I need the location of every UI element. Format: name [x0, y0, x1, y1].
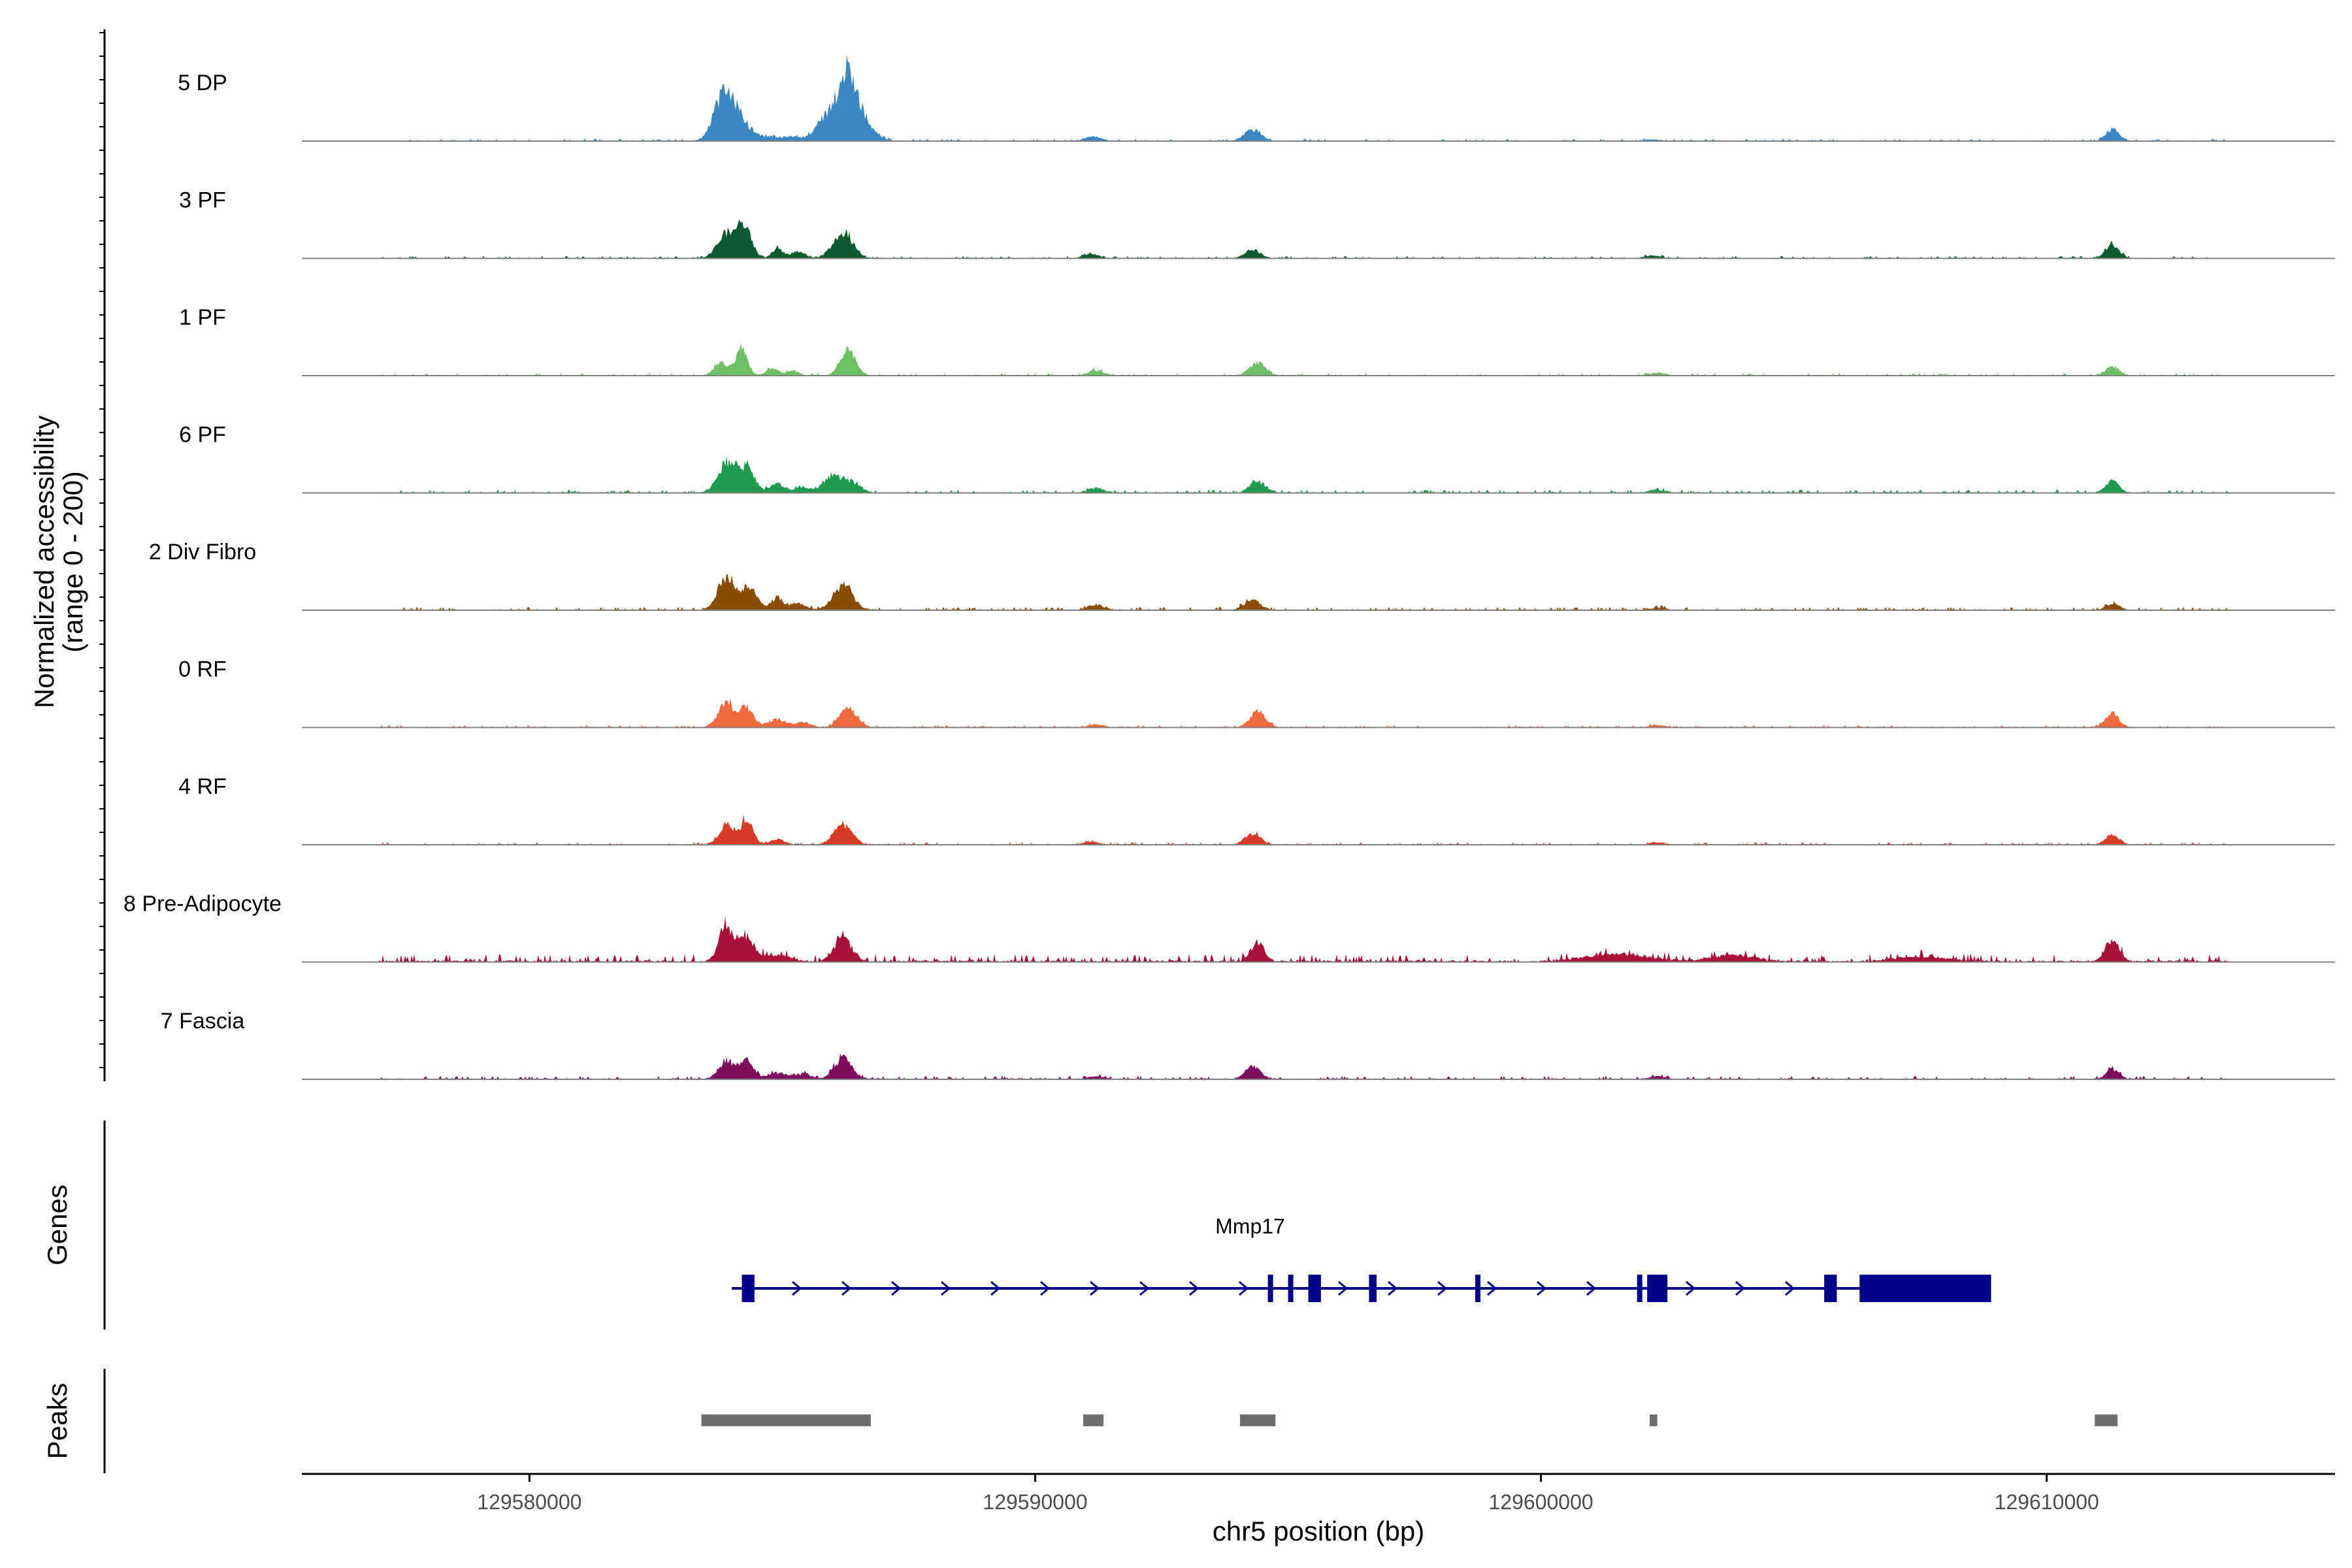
track-3-pf: 3 PF [179, 188, 2335, 259]
coverage-area [302, 55, 2335, 141]
track-label: 7 Fascia [161, 1009, 245, 1034]
coverage-area [302, 343, 2335, 376]
strand-arrow [1537, 1281, 1547, 1296]
x-tick-label: 129590000 [983, 1490, 1087, 1514]
coverage-tracks: 5 DP 3 PF 1 PF 6 PF 2 Div Fibro 0 RF 4 RF 8 Pre… [123, 55, 2335, 1080]
track-label: 2 Div Fibro [149, 540, 256, 564]
x-tick-label: 129580000 [477, 1490, 581, 1514]
coverage-area [302, 698, 2335, 728]
track-label: 1 PF [179, 305, 226, 330]
coverage-area [302, 815, 2335, 845]
track-label: 3 PF [179, 188, 226, 213]
coverage-area [302, 1053, 2335, 1079]
peak-track [701, 1414, 2118, 1426]
gene-exon [1369, 1275, 1377, 1302]
track-label: 8 Pre-Adipocyte [123, 892, 282, 917]
coverage-area [302, 574, 2335, 610]
x-tick-label: 129610000 [1995, 1490, 2099, 1514]
genes-track-title: Genes [42, 1184, 73, 1266]
track-2-div-fibro: 2 Div Fibro [149, 540, 2335, 611]
peak-region [1650, 1414, 1658, 1426]
coverage-y-minor-ticks [99, 32, 105, 1068]
strand-arrow [1189, 1281, 1200, 1296]
track-5-dp: 5 DP [178, 55, 2335, 142]
track-label: 5 DP [178, 71, 227, 95]
strand-arrow [891, 1281, 902, 1296]
gene-exon [1637, 1275, 1642, 1302]
strand-arrow [1090, 1281, 1100, 1296]
gene-label: Mmp17 [1215, 1215, 1285, 1238]
gene-exon [1859, 1275, 1991, 1302]
y-axis-range: (range 0 - 200) [57, 471, 88, 653]
coverage-y-axis [99, 29, 106, 1081]
gene-exon [1647, 1275, 1668, 1302]
gene-exon [1824, 1275, 1837, 1302]
track-1-pf: 1 PF [179, 305, 2335, 376]
x-axis: 129580000 129590000 129600000 129610000 [302, 1473, 2335, 1514]
gene-exon [1288, 1275, 1294, 1302]
strand-arrow [1139, 1281, 1150, 1296]
x-axis-title: chr5 position (bp) [1213, 1516, 1425, 1546]
track-label: 6 PF [179, 423, 226, 448]
strand-arrow [1040, 1281, 1051, 1296]
track-4-rf: 4 RF [178, 774, 2335, 845]
x-tick-label: 129600000 [1489, 1490, 1593, 1514]
gene-track: Mmp17 [732, 1215, 1991, 1302]
peak-region [1240, 1414, 1276, 1426]
coverage-area [302, 456, 2335, 493]
y-axis-title: Normalized accessibility [29, 416, 59, 708]
track-7-fascia: 7 Fascia [161, 1009, 2335, 1080]
track-6-pf: 6 PF [179, 423, 2335, 494]
gene-exon [1267, 1275, 1273, 1302]
track-0-rf: 0 RF [178, 657, 2335, 728]
strand-arrow [1388, 1281, 1398, 1296]
coverage-area [302, 916, 2335, 962]
peaks-track-title: Peaks [42, 1383, 73, 1460]
strand-arrow [1338, 1281, 1348, 1296]
strand-arrow [841, 1281, 852, 1296]
peak-region [1083, 1414, 1103, 1426]
strand-arrow [1437, 1281, 1448, 1296]
strand-arrow [1686, 1281, 1696, 1296]
strand-arrow [1735, 1281, 1746, 1296]
strand-arrow [1785, 1281, 1795, 1296]
track-label: 0 RF [178, 657, 227, 682]
track-label: 4 RF [178, 774, 227, 799]
strand-arrow [990, 1281, 1001, 1296]
strand-arrow [792, 1281, 802, 1296]
peak-region [2095, 1414, 2118, 1426]
strand-arrow [1487, 1281, 1497, 1296]
peak-region [701, 1414, 871, 1426]
track-8-pre-adipocyte: 8 Pre-Adipocyte [123, 892, 2335, 963]
gene-exon [1475, 1275, 1480, 1302]
strand-arrow [1586, 1281, 1597, 1296]
coverage-area [302, 220, 2335, 259]
gene-exon [1308, 1275, 1321, 1302]
strand-arrow [941, 1281, 951, 1296]
strand-arrow [1239, 1281, 1249, 1296]
gene-exon [742, 1275, 755, 1302]
